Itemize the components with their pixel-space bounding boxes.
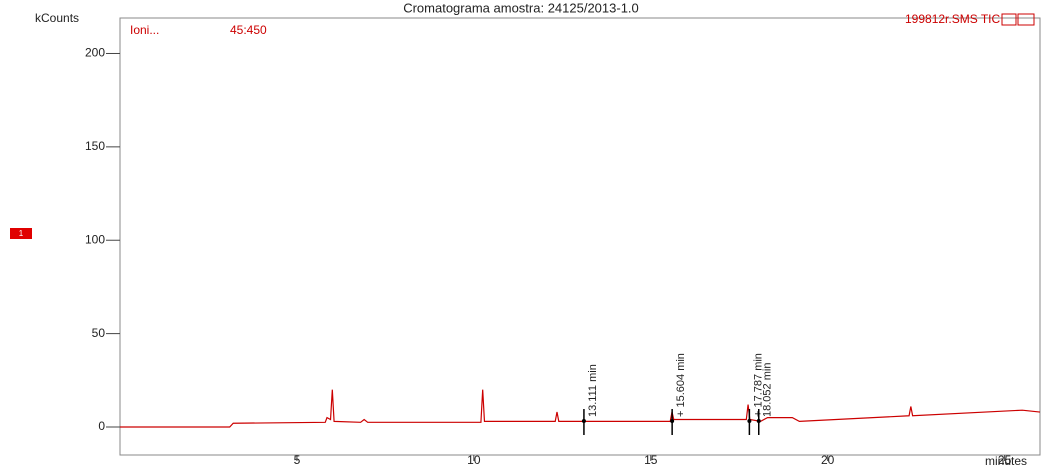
peak-marker-dot — [581, 418, 586, 423]
y-tick-label: 200 — [85, 46, 105, 60]
chart-title: Cromatograma amostra: 24125/2013-1.0 — [403, 0, 639, 15]
x-tick-label: 20 — [821, 453, 835, 467]
trace-badge-label: 1 — [19, 229, 24, 238]
window-button[interactable] — [1001, 13, 1017, 26]
plot-frame — [119, 17, 1041, 456]
x-tick-label: 5 — [294, 453, 301, 467]
x-tick-label: 10 — [467, 453, 481, 467]
peak-marker-dot — [670, 418, 675, 423]
legend-ion: Ioni... — [130, 23, 159, 37]
x-tick-label: 15 — [644, 453, 658, 467]
peak-marker-label: + 15.604 min — [675, 353, 687, 417]
y-tick-label: 0 — [98, 419, 105, 433]
peak-marker-dot — [747, 418, 752, 423]
trace-line — [120, 389, 1041, 428]
y-axis-label: kCounts — [35, 11, 79, 25]
peak-marker-label: + 17.787 min — [752, 353, 764, 417]
peak-marker-label: 18.052 min — [762, 363, 774, 417]
legend-file: 199812r.SMS TIC — [905, 12, 1000, 26]
legend-range: 45:450 — [230, 23, 267, 37]
peak-marker-label: 13.111 min — [587, 364, 599, 417]
y-tick-label: 100 — [85, 232, 105, 246]
close-button[interactable] — [1017, 13, 1035, 26]
y-tick-label: 50 — [92, 326, 106, 340]
trace-badge — [10, 228, 32, 239]
y-tick-label: 150 — [85, 139, 105, 153]
peak-marker-dot — [756, 418, 761, 423]
x-tick-label: 25 — [998, 453, 1012, 467]
x-axis-label: minutes — [985, 454, 1027, 467]
